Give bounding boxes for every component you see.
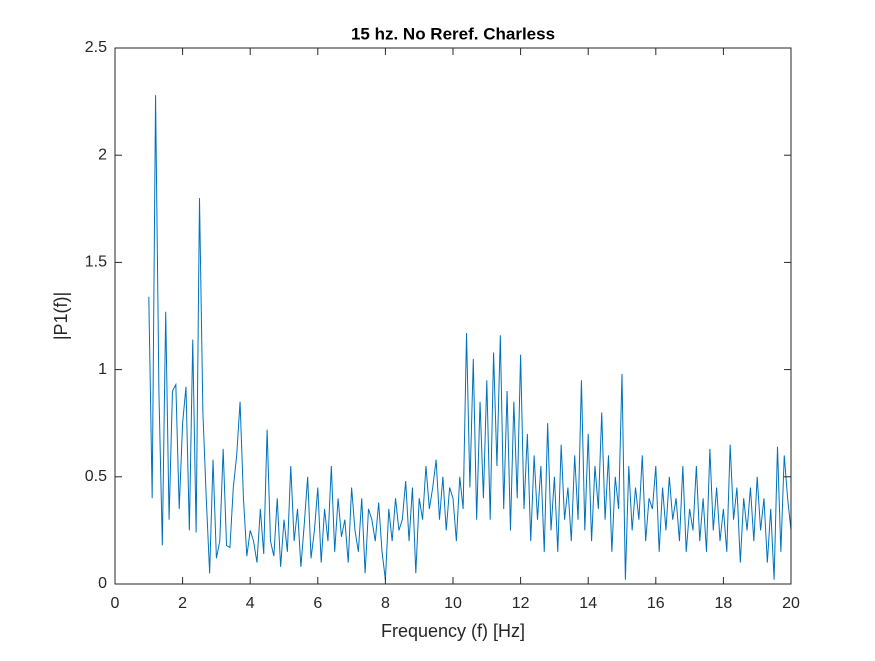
y-tick-label: 0.5 xyxy=(85,468,107,485)
data-line xyxy=(148,95,792,580)
y-tick-label: 1.5 xyxy=(85,254,107,271)
x-tick-label: 16 xyxy=(647,595,665,612)
x-tick-label: 12 xyxy=(512,595,530,612)
chart-title: 15 hz. No Reref. Charless xyxy=(351,24,555,43)
x-tick-label: 4 xyxy=(246,595,255,612)
x-tick-label: 2 xyxy=(178,595,187,612)
x-tick-label: 0 xyxy=(111,595,120,612)
y-tick-label: 0 xyxy=(98,575,107,592)
y-tick-label: 2 xyxy=(98,146,107,163)
x-tick-label: 18 xyxy=(715,595,733,612)
x-tick-label: 6 xyxy=(313,595,322,612)
x-tick-label: 20 xyxy=(782,595,800,612)
plot-area xyxy=(115,48,791,584)
x-tick-label: 10 xyxy=(444,595,462,612)
x-axis-label: Frequency (f) [Hz] xyxy=(381,621,525,641)
y-tick-label: 2.5 xyxy=(85,39,107,56)
x-tick-label: 8 xyxy=(381,595,390,612)
x-tick-label: 14 xyxy=(579,595,597,612)
y-axis-label: |P1(f)| xyxy=(51,292,71,340)
y-tick-label: 1 xyxy=(98,361,107,378)
